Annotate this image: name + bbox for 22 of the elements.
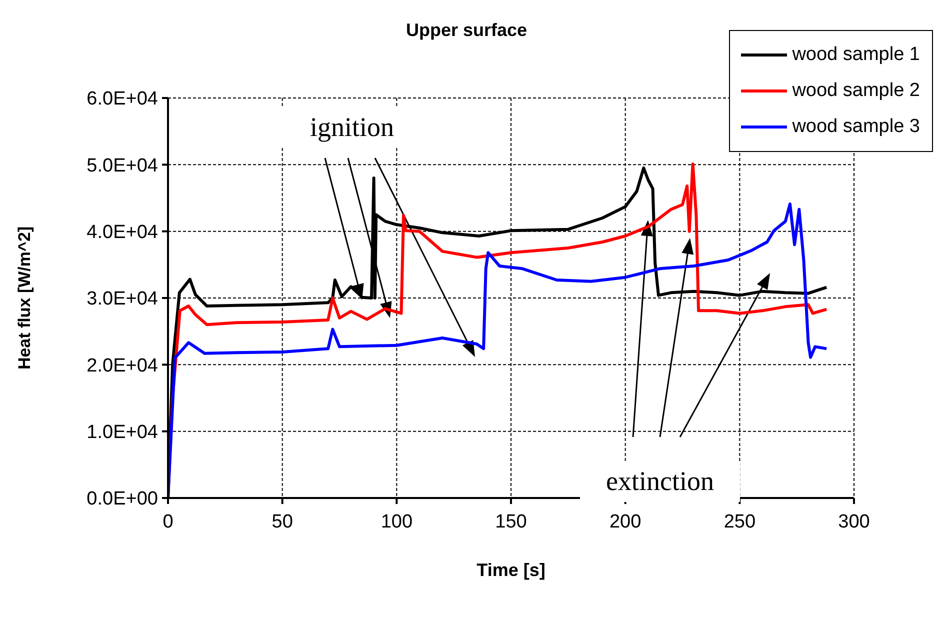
x-tick-label: 250 [724, 511, 756, 532]
x-tick-label: 0 [162, 511, 174, 532]
y-tick-label: 1.0E+04 [86, 422, 158, 444]
y-tick-label: 2.0E+04 [86, 355, 158, 376]
annotation: extinction [606, 466, 714, 496]
y-tick-label: 3.0E+04 [86, 288, 158, 310]
y-tick-label: 5.0E+04 [86, 155, 158, 176]
legend-label: wood sample 2 [792, 80, 920, 102]
annotation: ignition [310, 112, 394, 142]
legend-label: wood sample 1 [792, 44, 920, 66]
x-tick-label: 300 [838, 511, 870, 532]
x-tick-label: 100 [380, 511, 413, 532]
x-tick-label: 150 [495, 511, 527, 532]
legend-label: wood sample 3 [792, 116, 920, 138]
y-axis-title: Heat flux [W/m^2] [15, 226, 34, 370]
x-tick-label: 200 [609, 511, 642, 532]
x-axis-title: Time [s] [476, 560, 546, 580]
y-tick-label: 4.0E+04 [86, 222, 158, 244]
x-tick-label: 50 [272, 511, 293, 532]
chart-title: Upper surface [406, 20, 528, 40]
y-tick-label: 6.0E+04 [86, 88, 158, 110]
y-tick-label: 0.0E+00 [86, 488, 158, 510]
